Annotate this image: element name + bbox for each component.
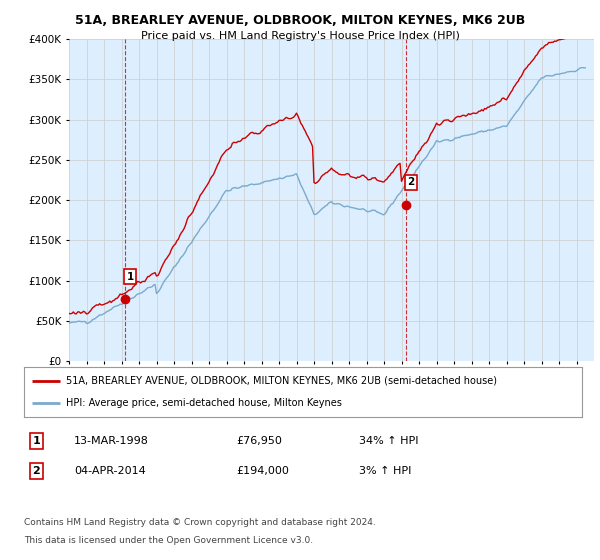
Text: 51A, BREARLEY AVENUE, OLDBROOK, MILTON KEYNES, MK6 2UB (semi-detached house): 51A, BREARLEY AVENUE, OLDBROOK, MILTON K…	[66, 376, 497, 386]
Text: £76,950: £76,950	[236, 436, 282, 446]
Text: 2: 2	[32, 466, 40, 476]
Text: 2: 2	[407, 178, 415, 187]
Text: This data is licensed under the Open Government Licence v3.0.: This data is licensed under the Open Gov…	[24, 536, 313, 545]
Text: 13-MAR-1998: 13-MAR-1998	[74, 436, 149, 446]
Text: 1: 1	[127, 272, 134, 282]
Text: Price paid vs. HM Land Registry's House Price Index (HPI): Price paid vs. HM Land Registry's House …	[140, 31, 460, 41]
Text: 04-APR-2014: 04-APR-2014	[74, 466, 146, 476]
Text: 34% ↑ HPI: 34% ↑ HPI	[359, 436, 418, 446]
Text: 3% ↑ HPI: 3% ↑ HPI	[359, 466, 411, 476]
Text: Contains HM Land Registry data © Crown copyright and database right 2024.: Contains HM Land Registry data © Crown c…	[24, 518, 376, 527]
Text: 51A, BREARLEY AVENUE, OLDBROOK, MILTON KEYNES, MK6 2UB: 51A, BREARLEY AVENUE, OLDBROOK, MILTON K…	[75, 14, 525, 27]
Text: 1: 1	[32, 436, 40, 446]
Text: £194,000: £194,000	[236, 466, 289, 476]
Text: HPI: Average price, semi-detached house, Milton Keynes: HPI: Average price, semi-detached house,…	[66, 398, 342, 408]
